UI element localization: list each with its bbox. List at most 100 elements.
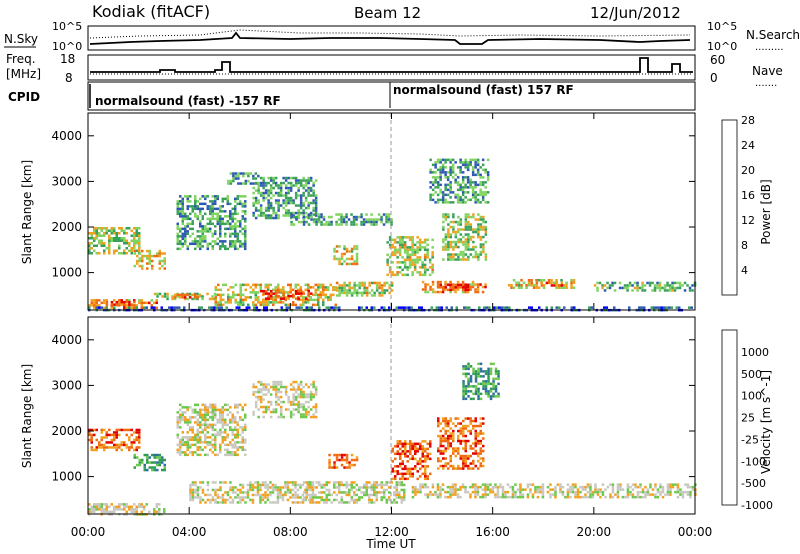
power-echo-cell (269, 301, 272, 304)
power-echo-cell (530, 284, 533, 287)
velocity-echo-cell (439, 493, 442, 496)
time-axis-label: Time UT (365, 537, 416, 551)
power-echo-cell (227, 293, 230, 297)
power-echo-cell (383, 291, 386, 295)
power-echo-cell (272, 301, 275, 304)
power-echo-cell (436, 290, 440, 294)
velocity-echo-cell (277, 380, 280, 384)
power-echo-cell (88, 242, 91, 245)
power-echo-cell (189, 217, 192, 221)
y-tick-label: 1000 (51, 470, 82, 484)
velocity-echo-cell (272, 410, 275, 414)
power-echo-cell (613, 306, 616, 309)
power-echo-cell (135, 306, 138, 309)
power-echo-cell (252, 174, 255, 178)
power-echo-cell (178, 293, 182, 297)
power-echo-cell (314, 206, 318, 210)
power-echo-cell (244, 230, 247, 233)
power-echo-cell (118, 252, 121, 255)
velocity-echo-cell (189, 421, 192, 424)
power-echo-cell (467, 245, 470, 249)
power-echo-cell (150, 299, 153, 302)
power-echo-cell (486, 171, 490, 174)
velocity-echo-cell (641, 490, 645, 494)
velocity-echo-cell (307, 385, 310, 389)
velocity-echo-cell (514, 493, 517, 496)
power-echo-cell (348, 291, 351, 295)
power-echo-cell (418, 273, 422, 277)
velocity-echo-cell (214, 493, 217, 497)
power-echo-cell (158, 262, 161, 265)
velocity-echo-cell (221, 416, 224, 419)
velocity-echo-cell (494, 495, 497, 499)
power-echo-cell (229, 245, 232, 248)
power-echo-cell (447, 230, 450, 234)
velocity-echo-cell (404, 442, 407, 446)
velocity-echo-cell (231, 428, 234, 432)
velocity-echo-cell (305, 493, 308, 497)
freq-trace (90, 57, 693, 73)
velocity-echo-cell (184, 451, 187, 454)
velocity-echo-cell (138, 461, 141, 464)
velocity-echo-cell (176, 433, 179, 437)
velocity-echo-cell (616, 495, 620, 499)
velocity-echo-cell (211, 443, 214, 447)
power-echo-cell (184, 225, 187, 228)
power-echo-cell (353, 291, 356, 295)
velocity-echo-cell (462, 432, 465, 435)
power-echo-cell (459, 253, 463, 256)
power-echo-cell (298, 306, 301, 309)
power-echo-cell (462, 235, 465, 239)
velocity-echo-cell (345, 453, 349, 457)
velocity-echo-cell (378, 491, 381, 494)
power-echo-cell (345, 247, 349, 251)
velocity-echo-cell (221, 426, 224, 429)
power-echo-cell (456, 198, 460, 202)
velocity-echo-cell (348, 483, 351, 487)
power-echo-cell (462, 255, 465, 259)
velocity-echo-cell (214, 448, 217, 452)
power-echo-cell (327, 215, 331, 219)
velocity-echo-cell (350, 496, 353, 499)
velocity-echo-cell (404, 455, 407, 458)
velocity-echo-cell (452, 439, 455, 443)
power-echo-cell (345, 215, 348, 219)
power-echo-cell (479, 223, 483, 226)
power-echo-cell (108, 244, 111, 247)
power-echo-cell (329, 293, 332, 297)
power-echo-cell (216, 207, 219, 211)
power-echo-cell (206, 205, 209, 208)
velocity-echo-cell (656, 495, 660, 499)
velocity-echo-cell (93, 510, 96, 514)
power-echo-cell (136, 262, 139, 265)
velocity-echo-cell (301, 483, 305, 487)
power-echo-cell (588, 306, 591, 309)
velocity-echo-cell (204, 418, 207, 422)
power-echo-cell (466, 161, 470, 164)
power-echo-cell (234, 301, 237, 304)
velocity-echo-cell (93, 433, 96, 437)
power-echo-cell (350, 213, 353, 216)
power-echo-cell (469, 288, 472, 291)
velocity-echo-cell (214, 406, 217, 409)
power-echo-cell (184, 215, 187, 218)
velocity-echo-cell (447, 462, 450, 465)
velocity-echo-cell (314, 410, 318, 414)
velocity-echo-cell (335, 456, 339, 459)
power-echo-cell (292, 301, 295, 304)
power-echo-cell (231, 212, 234, 216)
power-echo-cell (222, 298, 225, 302)
power-echo-cell (186, 207, 189, 211)
power-echo-cell (238, 306, 241, 309)
velocity-echo-cell (496, 493, 500, 496)
power-echo-cell (449, 233, 453, 236)
velocity-echo-cell (406, 470, 409, 473)
velocity-echo-cell (569, 485, 572, 489)
power-echo-cell (254, 303, 257, 307)
velocity-echo-cell (224, 428, 227, 432)
velocity-echo-cell (511, 493, 515, 496)
velocity-echo-cell (176, 423, 179, 427)
velocity-echo-cell (264, 393, 268, 396)
velocity-echo-cell (519, 490, 522, 494)
velocity-echo-cell (236, 441, 239, 444)
